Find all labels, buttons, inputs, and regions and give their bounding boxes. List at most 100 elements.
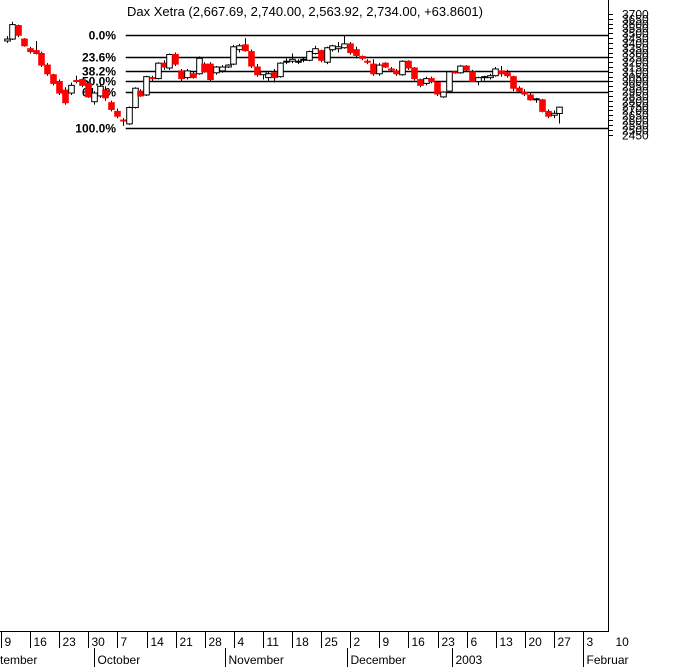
x-month-tick-label: Februar	[587, 653, 629, 667]
candle-body-up	[399, 60, 406, 76]
chart-title: Dax Xetra (2,667.69, 2,740.00, 2,563.92,…	[127, 4, 483, 19]
candle-body-up	[533, 98, 540, 101]
candle-body-down	[56, 80, 63, 94]
candle-body-down	[353, 49, 360, 56]
x-day-tick-label: 9	[383, 635, 390, 649]
candle-body-down	[120, 119, 127, 122]
candle-body-down	[178, 70, 185, 80]
x-day-tick-label: 20	[529, 635, 543, 649]
x-day-tick-label: 10	[616, 635, 630, 649]
candle-body-up	[166, 53, 173, 69]
y-tick-label: 2850	[622, 90, 649, 104]
candle-body-down	[21, 38, 28, 47]
candle-body-down	[172, 53, 179, 65]
candle-body-up	[283, 60, 290, 63]
candle-body-down	[114, 110, 121, 117]
candle-body-down	[102, 89, 109, 99]
candle-body-down	[417, 79, 424, 86]
candle-body-up	[289, 58, 296, 62]
candle-body-up	[9, 24, 16, 40]
y-tick-label: 3200	[622, 56, 649, 70]
candle-body-up	[219, 66, 226, 72]
y-tick-label: 2750	[622, 100, 649, 114]
candle-body-down	[545, 110, 552, 117]
x-day-tick-label: 30	[92, 635, 106, 649]
candle-body-up	[329, 45, 336, 51]
candle-body-up	[184, 70, 191, 79]
candle-body-down	[521, 91, 528, 95]
candle-body-up	[4, 38, 11, 42]
candle-body-down	[27, 48, 34, 53]
candle-body-down	[85, 82, 92, 98]
candle-body-up	[68, 84, 75, 94]
candle-body-down	[405, 60, 412, 69]
x-day-tick-label: 14	[151, 635, 165, 649]
candle-body-down	[271, 72, 278, 79]
x-day-tick-label: 6	[471, 635, 478, 649]
candle-body-down	[248, 51, 255, 67]
candle-body-down	[434, 81, 441, 95]
candle-body-down	[469, 71, 476, 82]
candle-body-up	[551, 112, 558, 116]
candle-body-down	[108, 102, 115, 110]
candle-body-down	[207, 63, 214, 81]
x-day-tick-label: 23	[442, 635, 456, 649]
candle-body-up	[155, 62, 162, 80]
x-month-tick-label: tember	[0, 653, 37, 667]
candle-body-down	[242, 44, 249, 52]
candles	[4, 21, 563, 126]
y-tick-label: 2900	[622, 85, 649, 99]
candle-body-up	[230, 46, 237, 65]
candle-body-down	[359, 55, 366, 59]
candle-body-up	[300, 58, 307, 61]
x-day-tick-label: 16	[412, 635, 426, 649]
y-tick-label: 3100	[622, 66, 649, 80]
y-tick-label: 3550	[622, 22, 649, 36]
y-tick-label: 2800	[622, 95, 649, 109]
candle-body-down	[498, 70, 505, 75]
candle-body-down	[73, 80, 80, 83]
y-tick-label: 2450	[622, 129, 649, 143]
x-day-tick-label: 25	[325, 635, 339, 649]
candle-body-down	[137, 90, 144, 97]
candle-body-up	[132, 87, 139, 109]
candle-body-up	[306, 51, 313, 61]
candle-body-down	[190, 73, 197, 79]
x-day-tick-label: 23	[63, 635, 77, 649]
candle-body-up	[213, 66, 220, 74]
candle-body-up	[341, 43, 348, 49]
y-tick-label: 2700	[622, 104, 649, 118]
candle-body-up	[492, 68, 499, 77]
candle-body-up	[440, 91, 447, 98]
candle-body-down	[527, 94, 534, 101]
y-tick-label: 3600	[622, 18, 649, 32]
candle-body-down	[50, 74, 57, 84]
x-day-tick-label: 3	[587, 635, 594, 649]
y-tick-label: 3500	[622, 27, 649, 41]
candle-body-down	[393, 70, 400, 75]
candle-body-up	[487, 75, 494, 79]
candle-body-down	[370, 63, 377, 75]
y-tick-label: 3650	[622, 13, 649, 27]
x-day-tick-label: 9	[5, 635, 12, 649]
x-day-tick-label: 18	[296, 635, 310, 649]
y-tick-label: 2950	[622, 80, 649, 94]
axes: 2450250025502600265027002750280028502900…	[0, 0, 649, 667]
candle-body-down	[62, 89, 69, 104]
x-month-tick-label: October	[98, 653, 141, 667]
x-day-tick-label: 7	[121, 635, 128, 649]
x-month-tick-label: November	[229, 653, 284, 667]
candle-body-down	[428, 78, 435, 82]
candle-body-down	[347, 43, 354, 54]
fib-label: 23.6%	[82, 51, 116, 65]
candle-body-down	[504, 72, 511, 77]
candle-body-up	[143, 76, 150, 96]
x-day-tick-label: 13	[500, 635, 514, 649]
candle-body-up	[277, 62, 284, 78]
y-tick-label: 3250	[622, 51, 649, 65]
candle-body-down	[201, 63, 208, 73]
x-day-tick-label: 4	[238, 635, 245, 649]
candle-body-down	[149, 77, 156, 80]
